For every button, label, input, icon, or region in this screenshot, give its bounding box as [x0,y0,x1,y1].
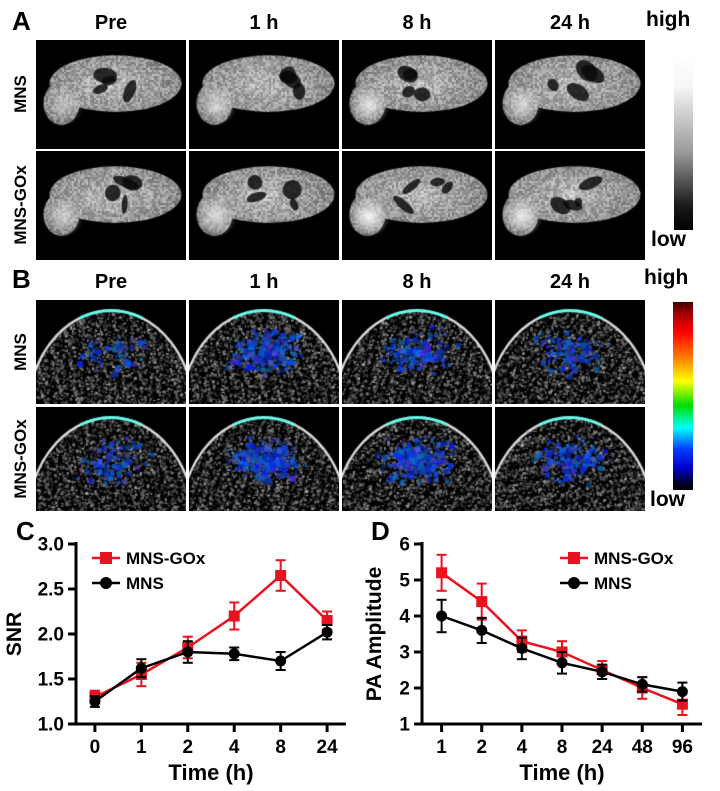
pa-ultrasound-image-mns-24h [495,300,645,404]
mri-image-mnsgox-24h [495,151,645,260]
svg-text:24: 24 [317,737,339,758]
pa-ultrasound-image-mns-8h [342,300,492,404]
svg-text:48: 48 [632,737,653,758]
mri-image-mnsgox-1h [189,151,339,260]
mri-image-mns-pre [36,40,186,149]
svg-text:1.0: 1.0 [38,715,64,736]
svg-text:5: 5 [399,571,410,592]
svg-text:SNR: SNR [4,612,26,656]
mri-image-mnsgox-pre [36,151,186,260]
panel-a-row-label-mns: MNS [11,75,30,113]
panel-b-col-header-pre: Pre [94,271,128,293]
svg-text:1: 1 [436,737,447,758]
svg-text:2: 2 [476,737,487,758]
panel-d-label: D [371,516,390,546]
pa-ultrasound-image-mnsgox-pre [36,407,186,511]
svg-text:4: 4 [517,737,528,758]
svg-text:Time (h): Time (h) [519,760,604,785]
svg-text:2: 2 [182,737,193,758]
pa-ultrasound-image-mns-1h [189,300,339,404]
svg-text:Time (h): Time (h) [168,760,253,785]
panel-a-row-label-mnsgox: MNS-GOx [11,165,30,245]
svg-text:1: 1 [399,715,410,736]
svg-text:3.0: 3.0 [38,535,64,556]
svg-text:4: 4 [229,737,240,758]
mri-image-mnsgox-8h [342,151,492,260]
panel-a-col-header-1h: 1 h [249,12,279,34]
panel-b-col-header-1h: 1 h [249,271,279,293]
grayscale-colorbar-high-label: high [646,8,691,31]
svg-text:8: 8 [275,737,286,758]
svg-text:1.5: 1.5 [38,670,65,691]
svg-text:2: 2 [399,679,410,700]
panel-c-label: C [16,516,35,546]
svg-text:MNS-GOx: MNS-GOx [126,549,206,568]
mri-image-mns-8h [342,40,492,149]
svg-text:0: 0 [90,737,101,758]
rainbow-colorbar-high-label: high [644,266,689,289]
mri-image-mns-24h [495,40,645,149]
panel-b-row-label-mns: MNS [11,333,30,371]
rainbow-colorbar [673,302,693,490]
mri-image-mns-1h [189,40,339,149]
svg-text:96: 96 [672,737,693,758]
panel-a-col-header-8h: 8 h [402,12,432,34]
svg-text:1: 1 [136,737,147,758]
svg-text:4: 4 [399,607,410,628]
rainbow-colorbar-low-label: low [650,488,685,511]
panel-b-label: B [12,264,31,294]
panel-b-row-label-mnsgox: MNS-GOx [11,419,30,499]
svg-text:3: 3 [399,643,410,664]
pa-ultrasound-image-mnsgox-8h [342,407,492,511]
svg-text:PA Amplitude: PA Amplitude [364,567,386,702]
pa-ultrasound-image-mnsgox-1h [189,407,339,511]
svg-text:24: 24 [592,737,614,758]
panel-a-col-header-24h: 24 h [549,12,591,34]
panel-b-col-header-8h: 8 h [402,271,432,293]
pa-ultrasound-image-mns-pre [36,300,186,404]
pa-ultrasound-image-mnsgox-24h [495,407,645,511]
svg-text:MNS: MNS [594,574,632,593]
panel-a-label: A [12,6,31,36]
panel-b-col-header-24h: 24 h [549,271,591,293]
grayscale-colorbar-low-label: low [651,228,686,251]
panel-a-col-header-pre: Pre [94,12,128,34]
svg-text:MNS: MNS [126,574,164,593]
grayscale-colorbar [674,56,693,230]
svg-text:8: 8 [557,737,568,758]
svg-text:6: 6 [399,535,410,556]
svg-text:2.0: 2.0 [38,625,64,646]
svg-text:2.5: 2.5 [38,580,65,601]
svg-text:MNS-GOx: MNS-GOx [594,549,674,568]
